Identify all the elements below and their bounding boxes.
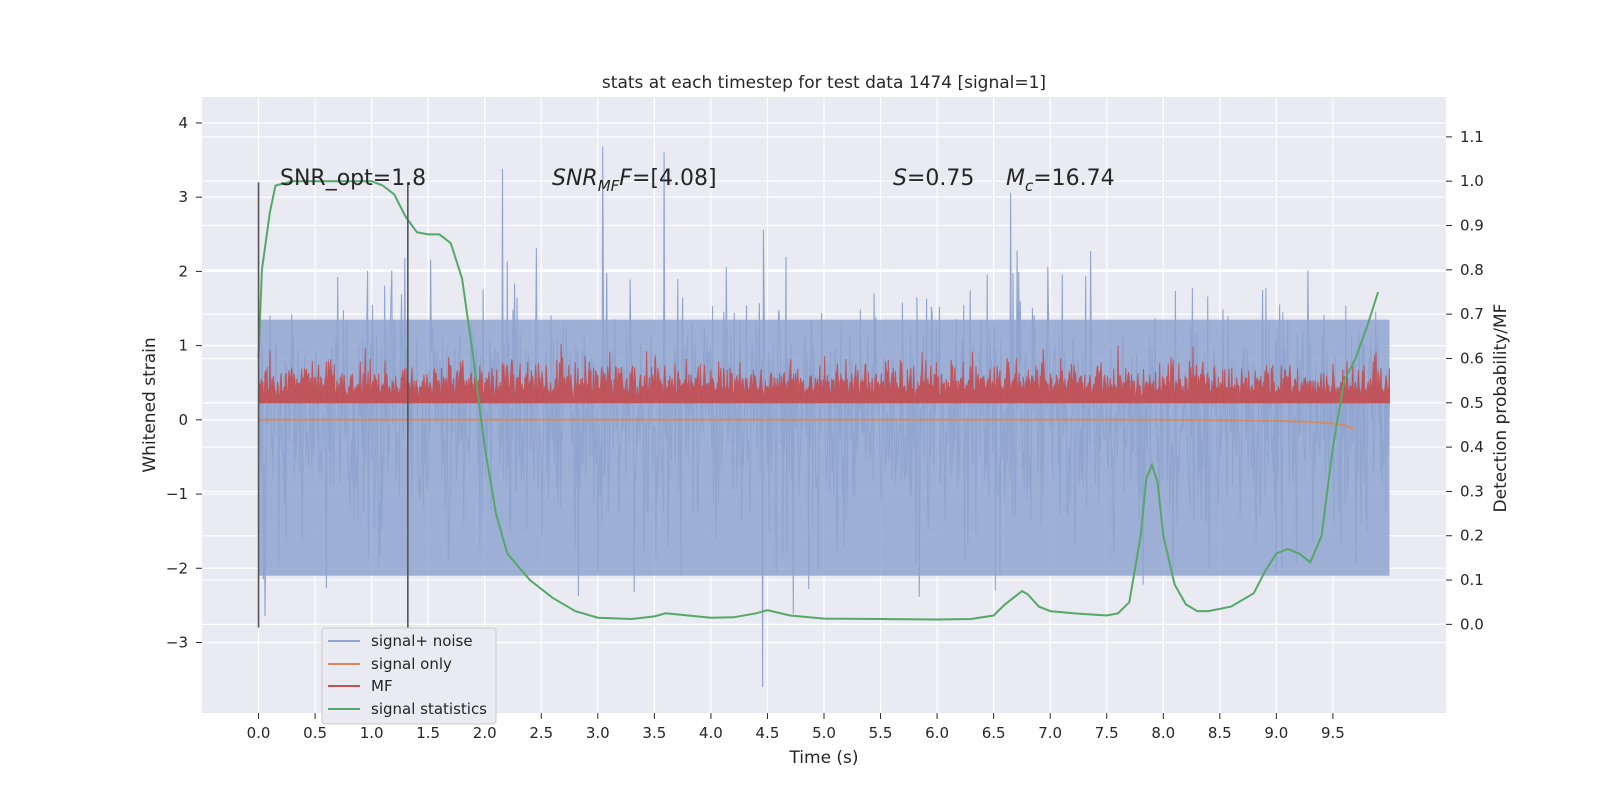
x-tick-label: 0.0	[247, 724, 271, 742]
y-right-tick-label: 1.1	[1460, 128, 1484, 146]
x-tick-label: 5.0	[812, 724, 836, 742]
x-tick-label: 9.0	[1264, 724, 1288, 742]
x-tick-label: 3.5	[642, 724, 666, 742]
x-tick-label: 4.5	[756, 724, 780, 742]
y-tick-label: −3	[166, 633, 188, 651]
mf-line	[258, 343, 1390, 404]
x-tick-label: 3.0	[586, 724, 610, 742]
x-tick-label: 1.5	[416, 724, 440, 742]
y-right-tick-label: 0.9	[1460, 217, 1484, 235]
vertical-markers	[257, 182, 409, 628]
snr-mf-annotation: SNRMFF=[4.08]	[552, 166, 717, 195]
legend-label-signal-noise: signal+ noise	[371, 632, 473, 650]
legend-label-mf: MF	[371, 677, 393, 695]
chart-title: stats at each timestep for test data 147…	[602, 73, 1046, 93]
legend: signal+ noise signal only MF signal stat…	[321, 627, 497, 725]
mc-annotation: Mc=16.74	[1006, 166, 1115, 195]
x-axis: 0.0 0.5 1.0 1.5 2.0 2.5 3.0 3.5 4.0 4.5 5.0 5.5 6.0 6…	[247, 713, 1345, 742]
y-tick-label: 4	[178, 114, 188, 132]
x-tick-label: 9.5	[1321, 724, 1345, 742]
x-tick-label: 0.5	[303, 724, 327, 742]
legend-label-signal-statistics: signal statistics	[371, 700, 487, 718]
signal-only-series	[258, 418, 1354, 431]
legend-box	[321, 627, 497, 725]
y-axis-left: −3 −2 −1 0 1 2 3 4	[166, 114, 202, 651]
x-tick-label: 8.0	[1151, 724, 1175, 742]
x-tick-label: 2.5	[529, 724, 553, 742]
y-right-tick-label: 0.1	[1460, 571, 1484, 589]
signal-noise-series	[257, 146, 1391, 688]
x-tick-label: 1.0	[360, 724, 384, 742]
x-tick-label: 6.0	[925, 724, 949, 742]
y-tick-label: 2	[178, 262, 188, 280]
x-tick-label: 2.0	[473, 724, 497, 742]
x-tick-label: 8.5	[1208, 724, 1232, 742]
y-right-tick-label: 0.8	[1460, 261, 1484, 279]
y-tick-label: −1	[166, 485, 188, 503]
y-tick-label: 1	[178, 337, 188, 355]
x-tick-label: 7.0	[1038, 724, 1062, 742]
y-right-tick-label: 0.2	[1460, 527, 1484, 545]
y-right-tick-label: 0.0	[1460, 615, 1484, 633]
y-tick-label: 3	[178, 188, 188, 206]
y-right-tick-label: 0.6	[1460, 349, 1484, 367]
s-annotation: S=0.75	[893, 166, 974, 191]
y-right-tick-label: 0.3	[1460, 482, 1484, 500]
x-tick-label: 7.5	[1095, 724, 1119, 742]
y-axis-label: Whitened strain	[140, 337, 160, 472]
mf-series	[258, 343, 1390, 404]
x-tick-label: 5.5	[869, 724, 893, 742]
x-tick-label: 6.5	[982, 724, 1006, 742]
y-tick-label: 0	[178, 411, 188, 429]
legend-label-signal-only: signal only	[371, 655, 452, 673]
y-tick-label: −2	[166, 559, 188, 577]
snr-opt-annotation: SNR_opt=1.8	[280, 166, 426, 191]
y-right-tick-label: 1.0	[1460, 172, 1484, 190]
y-right-tick-label: 0.7	[1460, 305, 1484, 323]
signal-statistics-series	[257, 180, 1380, 621]
y-right-tick-label: 0.4	[1460, 438, 1484, 456]
x-axis-label: Time (s)	[788, 748, 858, 768]
y-axis-right-label: Detection probability/MF	[1491, 304, 1511, 513]
y-axis-right: 0.0 0.1 0.2 0.3 0.4 0.5 0.6 0.7 0.8 0.9 1.0 1.1	[1446, 128, 1484, 633]
y-right-tick-label: 0.5	[1460, 394, 1484, 412]
x-tick-label: 4.0	[699, 724, 723, 742]
